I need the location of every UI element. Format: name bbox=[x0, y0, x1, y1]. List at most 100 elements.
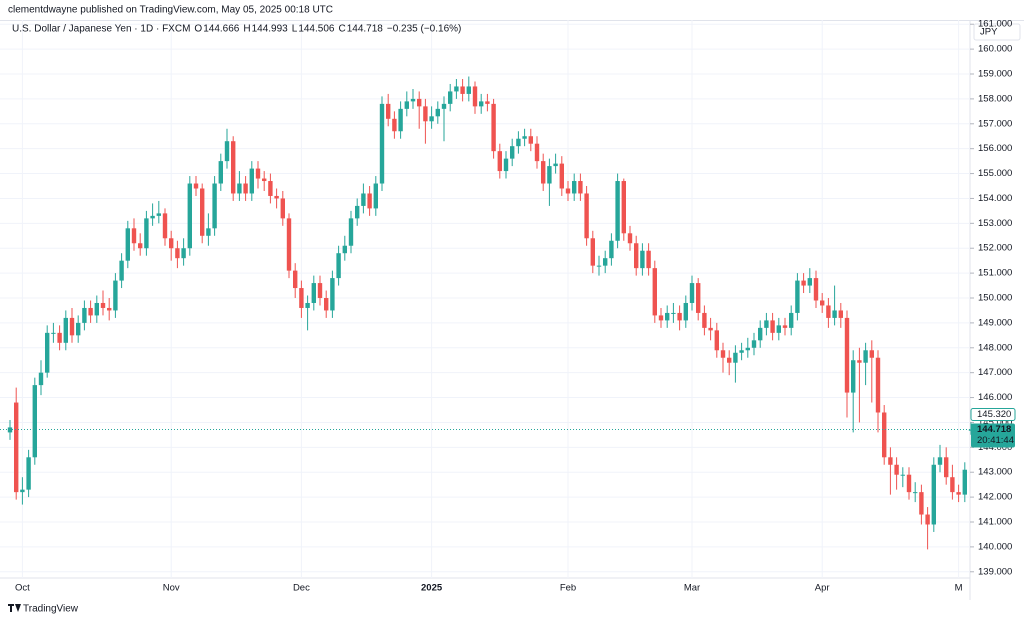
attribution: clementdwayne published on TradingView.c… bbox=[8, 5, 333, 16]
candle-body bbox=[565, 188, 571, 194]
candle-body bbox=[255, 168, 261, 179]
candle-body bbox=[237, 183, 242, 194]
candle-body bbox=[683, 302, 688, 321]
legend: U.S. Dollar / Japanese Yen · 1D · FXCM O 1… bbox=[12, 24, 461, 35]
price-tag-label: 145.320 bbox=[977, 409, 1011, 420]
candle-body bbox=[584, 193, 589, 239]
legend-item: C bbox=[338, 24, 345, 35]
currency-box[interactable] bbox=[973, 23, 1021, 41]
candle-body bbox=[689, 283, 695, 303]
candle-body bbox=[615, 181, 620, 241]
candle-body bbox=[63, 317, 68, 343]
candle-body bbox=[702, 312, 707, 328]
y-tick-label: 157.000 bbox=[978, 118, 1012, 129]
candle-body bbox=[355, 205, 360, 219]
candle-body bbox=[466, 86, 471, 94]
candle-body bbox=[578, 181, 583, 194]
candle-body bbox=[144, 218, 149, 249]
candle-body bbox=[69, 317, 75, 336]
candle-body bbox=[497, 151, 502, 172]
candle-body bbox=[367, 193, 372, 209]
footer: TradingView bbox=[23, 604, 79, 615]
y-tick-label: 158.000 bbox=[978, 93, 1012, 104]
candle-body bbox=[646, 250, 651, 269]
plot: 139.000140.000141.000142.000143.000144.0… bbox=[0, 19, 1016, 594]
y-tick-label: 148.000 bbox=[978, 342, 1012, 353]
legend-item: 144.718 bbox=[347, 24, 384, 35]
candle-body bbox=[26, 457, 31, 490]
legend-item: 144.666 bbox=[203, 24, 240, 35]
candle-body bbox=[243, 183, 248, 194]
candle-body bbox=[156, 213, 161, 216]
candle-body bbox=[813, 278, 819, 301]
candle-body bbox=[826, 305, 831, 318]
x-tick-label: 2025 bbox=[421, 583, 443, 594]
candle-body bbox=[801, 280, 806, 286]
candle-body bbox=[807, 278, 812, 286]
candle-body bbox=[553, 163, 558, 167]
candle-body bbox=[782, 325, 788, 328]
candle-body bbox=[14, 402, 19, 493]
candle-body bbox=[38, 372, 44, 386]
candle-body bbox=[882, 412, 887, 458]
candle-body bbox=[88, 307, 93, 316]
candle-body bbox=[962, 469, 967, 495]
candle-body bbox=[677, 312, 682, 321]
candle-body bbox=[572, 181, 577, 194]
y-tick-label: 143.000 bbox=[978, 467, 1012, 478]
y-tick-label: 140.000 bbox=[978, 541, 1012, 552]
candle-body bbox=[212, 183, 217, 229]
candle-body bbox=[888, 457, 893, 465]
candle-body bbox=[175, 248, 180, 259]
price-tag bbox=[970, 407, 1016, 421]
candle-body bbox=[491, 103, 496, 152]
candle-body bbox=[733, 352, 738, 363]
legend-item: 144.993 bbox=[252, 24, 289, 35]
candle-body bbox=[187, 183, 192, 249]
candle-body bbox=[789, 312, 794, 328]
candle-body bbox=[429, 116, 434, 122]
candle-body bbox=[280, 198, 285, 219]
candle-body bbox=[727, 357, 732, 363]
candle-body bbox=[603, 258, 608, 266]
candle-body bbox=[107, 307, 112, 311]
y-tick-label: 152.000 bbox=[978, 243, 1012, 254]
candle-body bbox=[299, 288, 304, 308]
y-tick-label: 139.000 bbox=[978, 566, 1012, 577]
x-tick-label: Nov bbox=[163, 583, 180, 594]
candle-body bbox=[708, 327, 713, 331]
candle-body bbox=[795, 280, 800, 313]
candle-body bbox=[671, 312, 676, 314]
candle-body bbox=[448, 91, 453, 104]
candle-body bbox=[950, 477, 955, 493]
candle-body bbox=[590, 238, 595, 266]
candle-body bbox=[423, 106, 428, 122]
candle-body bbox=[956, 492, 961, 495]
candle-body bbox=[541, 161, 546, 184]
price-tag bbox=[971, 423, 1015, 448]
candle-body bbox=[379, 103, 385, 184]
candle-body bbox=[435, 108, 440, 117]
logo: TradingView bbox=[8, 604, 79, 615]
candle-body bbox=[714, 330, 719, 351]
candle-body bbox=[113, 280, 118, 311]
candle-body bbox=[206, 228, 211, 236]
candle-body bbox=[336, 253, 341, 279]
y-axis-label: JPY bbox=[980, 27, 998, 38]
candle-body bbox=[410, 98, 416, 102]
candle-body bbox=[51, 332, 56, 334]
candle-body bbox=[249, 168, 254, 194]
candle-body bbox=[720, 350, 726, 358]
candle-body bbox=[181, 248, 186, 259]
divider bbox=[0, 20, 1024, 21]
candle-body bbox=[125, 228, 130, 261]
candle-body bbox=[838, 310, 843, 318]
candle-body bbox=[45, 332, 50, 373]
candle-body bbox=[193, 183, 199, 189]
candle-body bbox=[82, 307, 87, 323]
y-tick-label: 151.000 bbox=[978, 268, 1012, 279]
candle-body bbox=[913, 492, 918, 494]
candle-body bbox=[293, 270, 298, 289]
candle-body bbox=[640, 250, 645, 269]
